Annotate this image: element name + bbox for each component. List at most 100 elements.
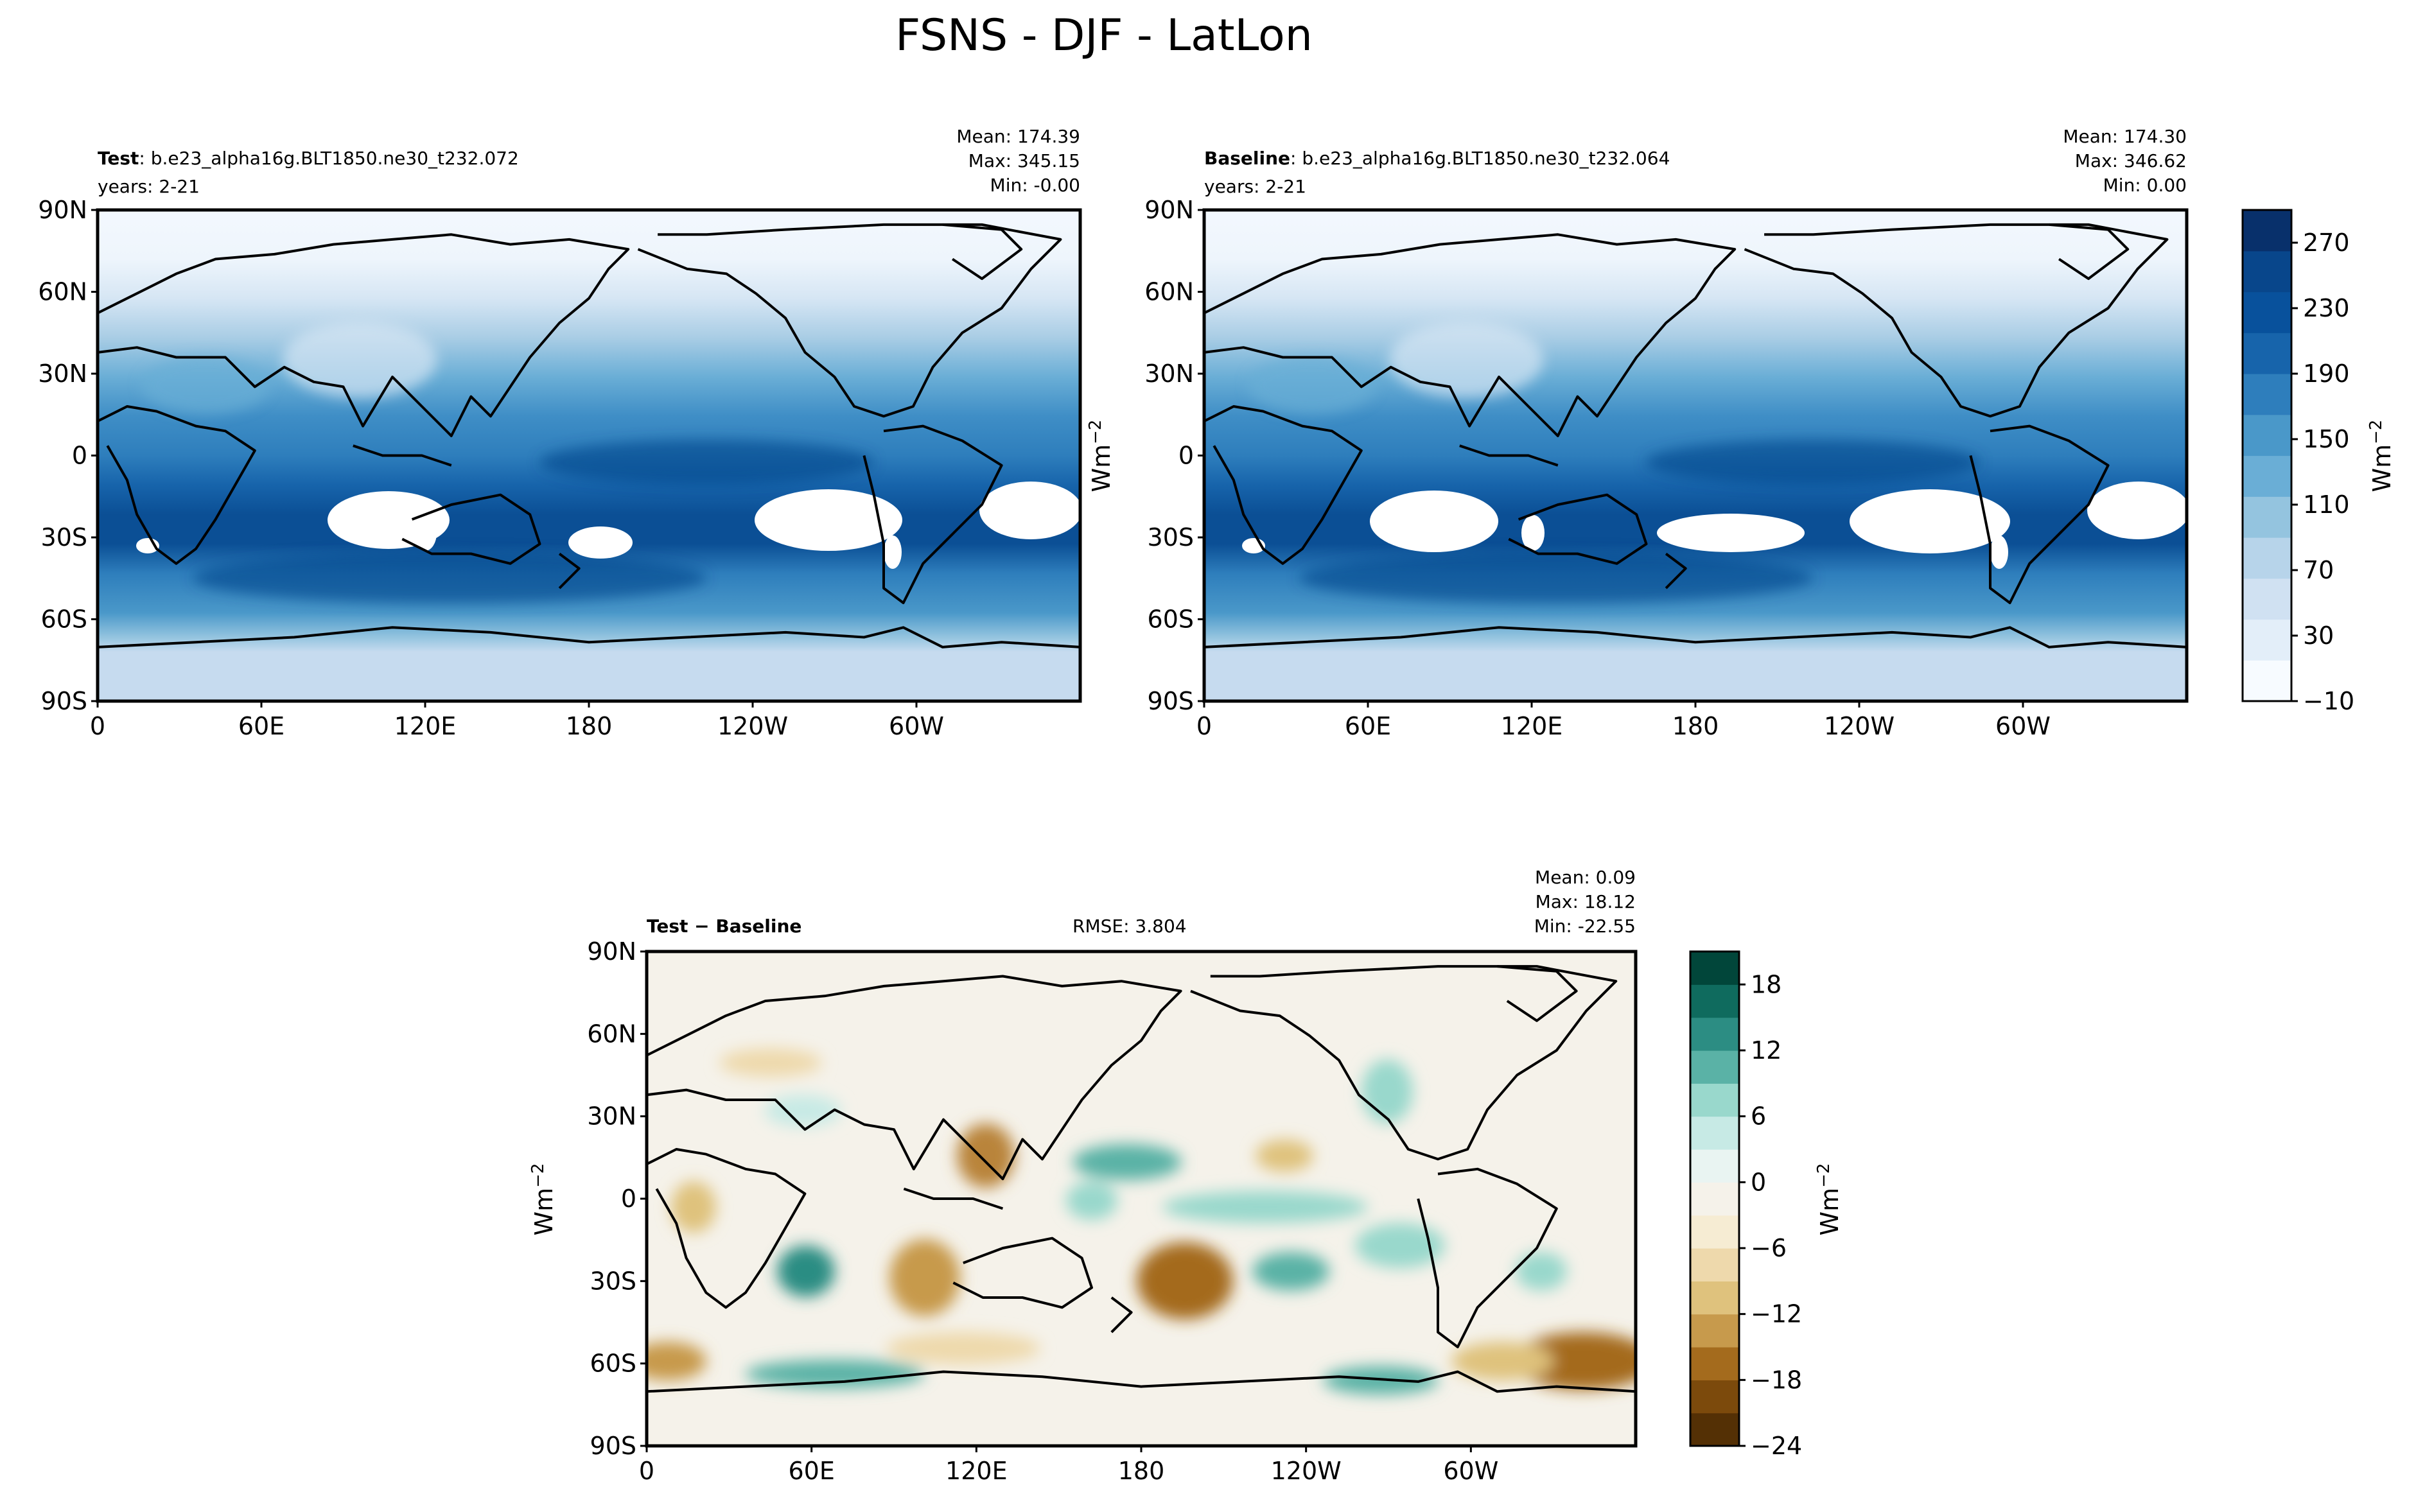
diff-coastlines xyxy=(647,965,1636,1393)
colorbar-segment xyxy=(1690,1215,1739,1249)
colorbar-segment xyxy=(1690,1281,1739,1315)
lat-tick-label: 30S xyxy=(1148,523,1194,552)
lat-tick-label: 90S xyxy=(1148,687,1194,715)
lat-tick-label: 30N xyxy=(587,1102,636,1131)
test-stat-max: Max: 345.15 xyxy=(968,150,1080,171)
lon-tick-label: 60E xyxy=(1345,712,1391,740)
colorbar-segment xyxy=(2243,291,2291,333)
colorbar-segment xyxy=(1690,1149,1739,1183)
colorbar-tick-label: 70 xyxy=(2303,556,2334,584)
coastline xyxy=(647,1370,1636,1393)
colorbar-segment xyxy=(1690,952,1739,985)
lon-tick-label: 0 xyxy=(1196,712,1212,740)
colorbar-tick-label: 190 xyxy=(2303,360,2350,388)
colorbar-segment xyxy=(2243,619,2291,661)
coastline xyxy=(401,493,541,565)
coastline xyxy=(647,975,1182,1181)
lat-tick-label: 30S xyxy=(590,1267,636,1295)
coastline xyxy=(1508,493,1648,565)
colorbar-segment xyxy=(2243,496,2291,538)
colorbar-tick-label: −6 xyxy=(1751,1234,1787,1262)
lon-tick-label: 120E xyxy=(394,712,457,740)
colorbar-segment xyxy=(1690,1380,1739,1414)
colorbar-tick-label: 230 xyxy=(2303,294,2350,322)
lon-tick-label: 180 xyxy=(566,712,613,740)
diverging-colorbar: 18 12 6 0 −6 −12 −18 −24 Wm−2 xyxy=(1689,950,1844,1460)
colorbar-tick-label: 270 xyxy=(2303,229,2350,257)
coastline xyxy=(98,626,1080,648)
lat-tick-label: 30N xyxy=(38,360,87,388)
coastline xyxy=(2049,223,2130,281)
test-panel: Test: b.e23_alpha16g.BLT1850.ne30_t232.0… xyxy=(38,126,1082,740)
lon-tick-label: 180 xyxy=(1672,712,1719,740)
colorbar-tick-label: −12 xyxy=(1751,1300,1802,1328)
lat-tick-label: 0 xyxy=(1178,442,1194,470)
coastline xyxy=(637,223,1062,418)
lon-tick-label: 180 xyxy=(1118,1457,1165,1485)
lat-tick-label: 30S xyxy=(41,523,87,552)
figure-title: FSNS - DJF - LatLon xyxy=(895,10,1313,61)
colorbar-frame xyxy=(2241,209,2293,702)
colorbar-tick-label: 18 xyxy=(1751,970,1781,998)
test-lat-axis: 90N 60N 30N 0 30S 60S 90S xyxy=(38,196,98,715)
coastline xyxy=(1459,444,1559,467)
colorbar-units-label: Wm−2 xyxy=(1814,1163,1844,1236)
colorbar-tick-label: 6 xyxy=(1751,1102,1766,1131)
diff-title: Test − Baseline xyxy=(647,916,801,937)
baseline-years: years: 2-21 xyxy=(1204,176,1306,197)
colorbar-segment xyxy=(2243,414,2291,456)
lon-tick-label: 60W xyxy=(1443,1457,1498,1485)
colorbar-segment xyxy=(2243,250,2291,293)
test-map-field xyxy=(98,210,1080,701)
coastline xyxy=(1417,1167,1558,1348)
difference-panel: Test − Baseline RMSE: 3.804 Mean: 0.09 M… xyxy=(529,867,1638,1485)
lon-tick-label: 60W xyxy=(889,712,944,740)
baseline-lat-axis: 90N 60N 30N 0 30S 60S 90S xyxy=(1144,196,1204,715)
coastline xyxy=(1744,223,2169,418)
colorbar-tick-label: 30 xyxy=(2303,621,2334,650)
colorbar-tick-label: 0 xyxy=(1751,1168,1766,1196)
test-coastlines xyxy=(98,223,1080,648)
lat-tick-label: 60S xyxy=(590,1350,636,1378)
colorbar-tick-label: 150 xyxy=(2303,425,2350,453)
colorbar-segment xyxy=(1690,1182,1739,1216)
diff-units-label-left: Wm−2 xyxy=(529,1163,558,1236)
coastline xyxy=(98,233,630,437)
colorbar-segment xyxy=(1690,984,1739,1018)
coastline xyxy=(1204,233,1737,437)
coastline xyxy=(862,424,1003,604)
baseline-lon-axis: 0 60E 120E 180 120W 60W xyxy=(1196,701,2051,740)
baseline-coastlines xyxy=(1204,223,2187,648)
lon-tick-label: 60E xyxy=(238,712,284,740)
lat-tick-label: 60S xyxy=(1148,605,1194,634)
lat-tick-label: 60N xyxy=(38,278,87,306)
lon-tick-label: 120W xyxy=(1824,712,1895,740)
diff-lon-axis: 0 60E 120E 180 120W 60W xyxy=(639,1446,1498,1485)
coastline xyxy=(558,552,581,589)
colorbar-segment xyxy=(2243,455,2291,497)
test-lon-axis: 0 60E 120E 180 120W 60W xyxy=(90,701,944,740)
colorbar-segment xyxy=(2243,537,2291,579)
colorbar-units-label: Wm−2 xyxy=(2367,420,2396,492)
colorbar-segment xyxy=(1690,1083,1739,1117)
lat-tick-label: 60N xyxy=(587,1020,636,1048)
sequential-colorbar: 270 230 190 150 110 70 30 −10 Wm−2 xyxy=(2241,209,2396,715)
coastline xyxy=(1190,965,1618,1161)
diff-lat-axis: 90N 60N 30N 0 30S 60S 90S xyxy=(587,937,647,1460)
lat-tick-label: 90N xyxy=(1144,196,1194,224)
lat-tick-label: 60N xyxy=(1144,278,1194,306)
coastline xyxy=(1204,405,1363,565)
colorbar-segment xyxy=(1690,1116,1739,1150)
diff-map-field xyxy=(647,952,1636,1446)
colorbar-segment xyxy=(2243,660,2291,702)
lon-tick-label: 60W xyxy=(1995,712,2051,740)
colorbar-tick-label: 110 xyxy=(2303,491,2350,519)
baseline-title: Baseline: b.e23_alpha16g.BLT1850.ne30_t2… xyxy=(1204,148,1670,169)
lat-tick-label: 60S xyxy=(41,605,87,634)
lat-tick-label: 90N xyxy=(38,196,87,224)
coastline xyxy=(647,1148,807,1309)
lat-tick-label: 90S xyxy=(590,1432,636,1460)
lon-tick-label: 120E xyxy=(1501,712,1563,740)
baseline-units-label: Wm−2 xyxy=(1086,420,1116,492)
